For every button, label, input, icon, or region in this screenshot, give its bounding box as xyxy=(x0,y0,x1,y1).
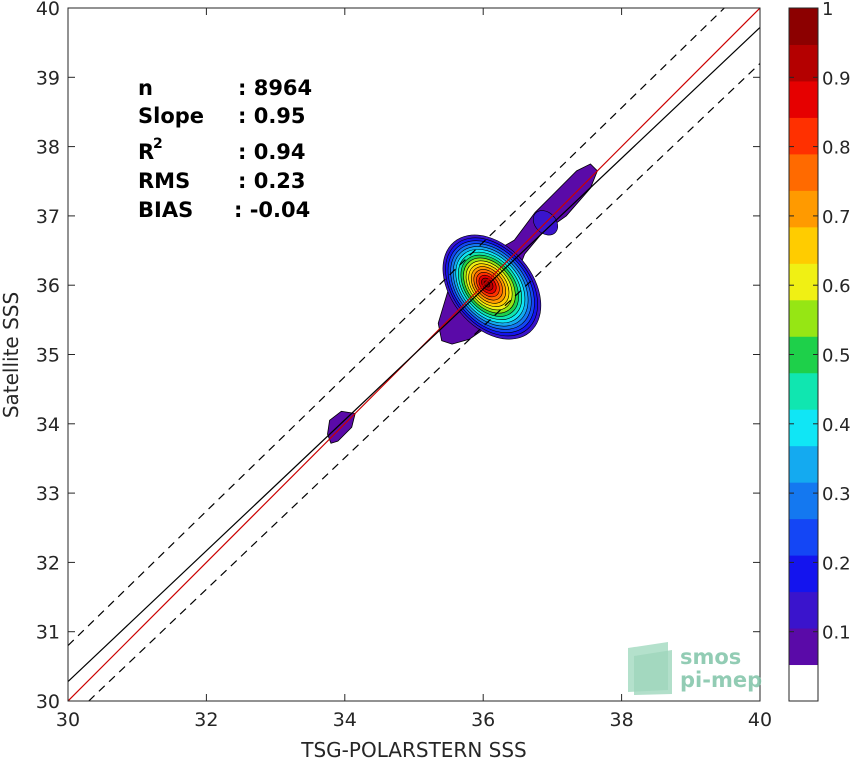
colorbar-tick-label: 0.8 xyxy=(822,138,851,159)
stat-n-label: n xyxy=(138,76,153,100)
colorbar-segment xyxy=(789,409,818,447)
colorbar-segment xyxy=(789,628,818,666)
y-tick-label: 31 xyxy=(36,622,60,644)
y-tick-label: 39 xyxy=(36,67,60,89)
y-axis-ticks: 30 31 32 33 34 35 36 37 38 39 40 xyxy=(36,0,760,713)
x-tick-label: 40 xyxy=(748,709,772,731)
y-tick-label: 36 xyxy=(36,275,60,297)
stat-n-value: : 8964 xyxy=(238,76,312,100)
reference-lines xyxy=(68,8,760,701)
x-tick-label: 38 xyxy=(610,709,634,731)
y-tick-label: 33 xyxy=(36,483,60,505)
regression-line xyxy=(68,26,760,683)
colorbar-tick-label: 0.3 xyxy=(822,484,851,505)
colorbar: 0.1 0.2 0.3 0.4 0.5 0.6 0.7 0.8 0.9 1 xyxy=(788,0,851,702)
colorbar-tick-label: 1 xyxy=(822,0,833,20)
x-tick-label: 30 xyxy=(56,709,80,731)
stat-slope-value: : 0.95 xyxy=(238,104,306,128)
logo-line-2: pi-mep xyxy=(680,668,762,692)
colorbar-segment xyxy=(789,153,818,191)
logo-line-1: smos xyxy=(680,645,741,669)
x-axis-label: TSG-POLARSTERN SSS xyxy=(300,738,526,762)
upper-bound-line xyxy=(68,8,726,646)
lower-bound-line xyxy=(88,63,760,701)
colorbar-tick-label: 0.1 xyxy=(822,623,851,644)
colorbar-tick-label: 0.9 xyxy=(822,68,851,89)
stat-bias-value: : -0.04 xyxy=(234,198,310,222)
x-tick-label: 32 xyxy=(194,709,218,731)
stat-r2-value: : 0.94 xyxy=(238,140,306,164)
colorbar-segment xyxy=(789,555,818,593)
stat-rms-label: RMS xyxy=(138,169,190,193)
stat-bias-label: BIAS xyxy=(138,198,193,222)
colorbar-tick-label: 0.5 xyxy=(822,346,851,367)
colorbar-segment xyxy=(789,44,818,82)
logo-wave-icon-2 xyxy=(634,650,672,695)
density-contours xyxy=(327,163,598,444)
stat-r2-label: R xyxy=(138,140,154,164)
colorbar-segment xyxy=(789,372,818,410)
y-tick-label: 30 xyxy=(36,691,60,713)
colorbar-segment xyxy=(789,8,818,45)
x-tick-label: 36 xyxy=(471,709,495,731)
stat-slope-label: Slope xyxy=(138,104,204,128)
y-tick-label: 34 xyxy=(36,414,60,436)
colorbar-tick-label: 0.7 xyxy=(822,207,851,228)
smos-pi-mep-logo: smos pi-mep xyxy=(628,642,762,695)
colorbar-segment xyxy=(789,263,818,301)
colorbar-segment xyxy=(789,518,818,556)
colorbar-segment xyxy=(789,117,818,155)
colorbar-segment xyxy=(789,664,818,702)
stat-r2-sup: 2 xyxy=(153,136,163,152)
y-tick-label: 32 xyxy=(36,552,60,574)
y-tick-label: 37 xyxy=(36,206,60,228)
colorbar-tick-label: 0.6 xyxy=(822,276,851,297)
stats-annotation: n : 8964 Slope : 0.95 R 2 : 0.94 RMS : 0… xyxy=(138,76,312,222)
y-tick-label: 40 xyxy=(36,0,60,20)
y-tick-label: 38 xyxy=(36,137,60,159)
colorbar-segment xyxy=(789,80,818,118)
colorbar-segment xyxy=(789,299,818,337)
stat-rms-value: : 0.23 xyxy=(238,169,306,193)
y-axis-label: Satellite SSS xyxy=(0,292,23,418)
x-tick-label: 34 xyxy=(333,709,357,731)
colorbar-tick-label: 0.2 xyxy=(822,553,851,574)
colorbar-segment xyxy=(789,591,818,629)
colorbar-tick-label: 0.4 xyxy=(822,415,851,436)
colorbar-segment xyxy=(789,226,818,264)
colorbar-segment xyxy=(789,190,818,228)
colorbar-segment xyxy=(789,445,818,483)
x-axis-ticks: 30 32 34 36 38 40 xyxy=(56,8,772,731)
y-tick-label: 35 xyxy=(36,345,60,367)
colorbar-segment xyxy=(789,482,818,520)
